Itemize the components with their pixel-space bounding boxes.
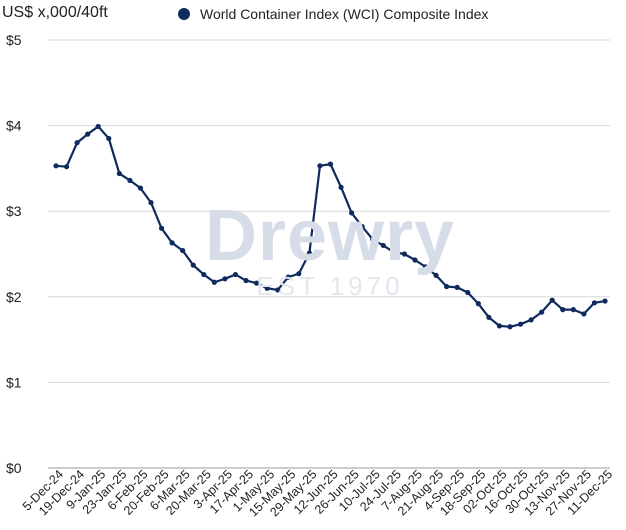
data-point xyxy=(190,262,196,268)
data-point xyxy=(349,210,355,216)
data-point xyxy=(370,236,376,243)
data-point xyxy=(180,247,186,254)
data-point xyxy=(53,163,59,169)
data-point xyxy=(433,272,439,278)
data-point xyxy=(74,140,80,146)
unit-label: US$ x,000/40ft xyxy=(2,4,108,21)
data-point xyxy=(275,287,281,293)
series-points xyxy=(53,123,608,330)
data-point xyxy=(391,249,397,255)
data-point xyxy=(475,301,481,307)
data-point xyxy=(570,307,576,313)
data-point xyxy=(507,324,513,330)
data-point xyxy=(496,323,503,329)
data-point xyxy=(444,283,450,290)
y-tick-label: $3 xyxy=(6,203,22,219)
data-point xyxy=(359,224,365,230)
data-point xyxy=(539,309,545,315)
data-point xyxy=(380,242,386,249)
y-tick-label: $2 xyxy=(6,289,22,305)
y-axis: $0 $1 $2 $3 $4 $5 xyxy=(6,32,22,476)
y-tick-label: $4 xyxy=(6,118,22,134)
data-point xyxy=(412,257,418,263)
data-point xyxy=(63,164,70,170)
data-point xyxy=(253,280,260,286)
data-point xyxy=(127,177,133,183)
data-point xyxy=(422,264,429,270)
data-point xyxy=(296,271,302,277)
data-point xyxy=(158,225,165,231)
data-point xyxy=(222,276,228,282)
data-point xyxy=(517,321,524,327)
data-point xyxy=(211,279,217,285)
data-point xyxy=(602,298,608,304)
data-point xyxy=(401,251,408,257)
data-point xyxy=(243,277,249,284)
y-tick-label: $5 xyxy=(6,32,22,48)
data-point xyxy=(306,250,312,256)
legend: World Container Index (WCI) Composite In… xyxy=(178,6,488,22)
data-point xyxy=(137,185,144,191)
data-point xyxy=(560,307,566,313)
data-point xyxy=(591,300,598,306)
x-axis: 5-Dec-2419-Dec-249-Jan-2523-Jan-256-Feb-… xyxy=(20,467,615,519)
data-point xyxy=(148,200,154,206)
data-point xyxy=(327,161,334,167)
legend-marker-icon xyxy=(178,8,190,20)
data-point xyxy=(85,131,91,137)
data-point xyxy=(465,289,471,296)
data-point xyxy=(581,311,587,317)
data-point xyxy=(95,123,101,130)
legend-label: World Container Index (WCI) Composite In… xyxy=(200,6,489,22)
data-point xyxy=(454,284,460,290)
data-point xyxy=(317,163,323,169)
data-point xyxy=(169,240,175,246)
gridlines xyxy=(48,39,610,469)
data-point xyxy=(486,314,492,320)
data-point xyxy=(549,297,555,303)
data-point xyxy=(264,285,270,291)
data-point xyxy=(116,170,122,177)
y-tick-label: $0 xyxy=(6,460,22,476)
data-point xyxy=(106,135,112,142)
y-tick-label: $1 xyxy=(6,374,22,390)
data-point xyxy=(338,184,344,190)
data-point xyxy=(201,271,207,278)
data-point xyxy=(285,274,291,280)
data-point xyxy=(528,317,534,323)
data-point xyxy=(232,271,239,278)
